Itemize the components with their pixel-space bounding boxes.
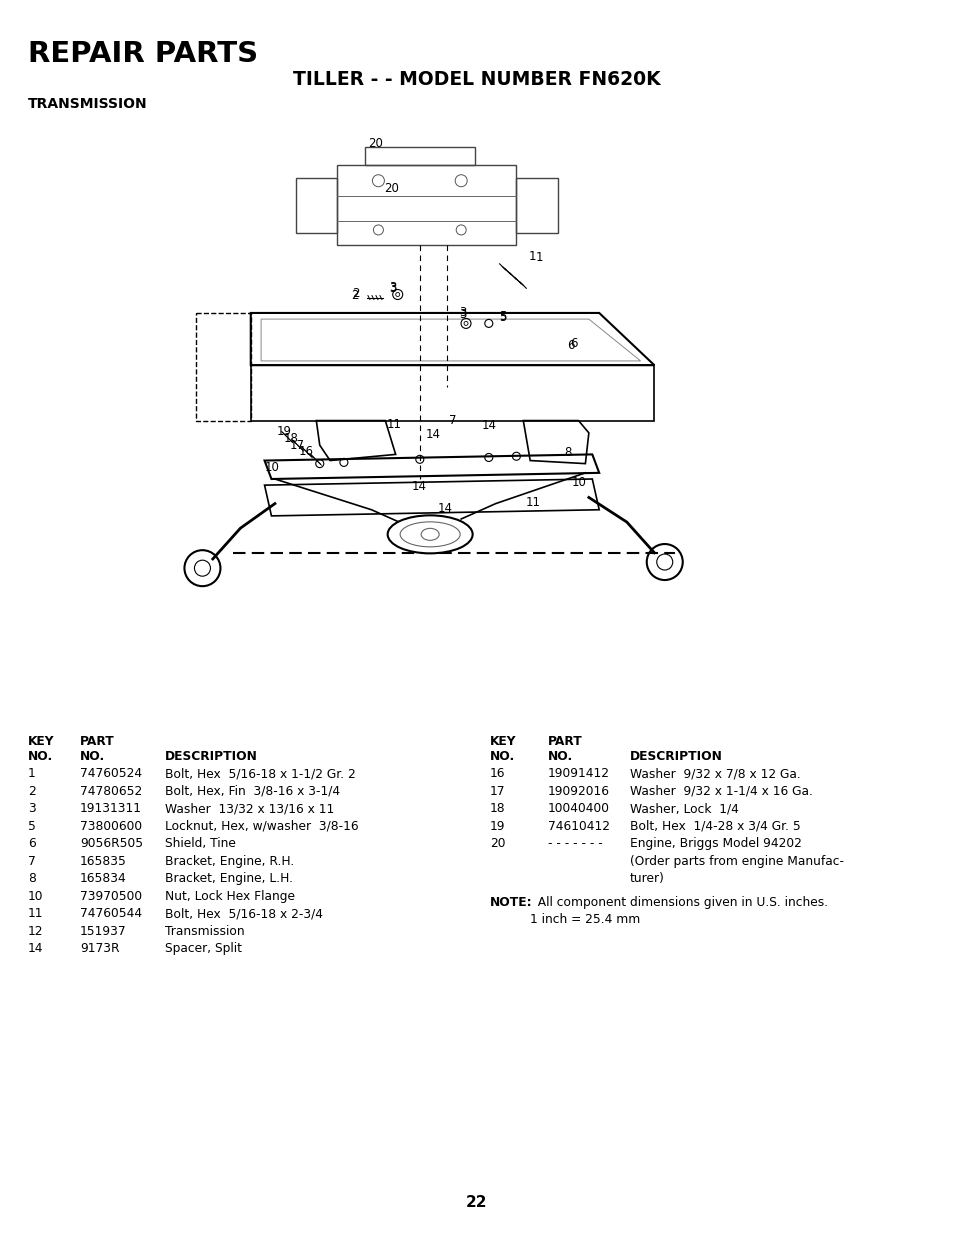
Text: 1: 1 [536,251,542,264]
Text: Bolt, Hex, Fin  3/8-16 x 3-1/4: Bolt, Hex, Fin 3/8-16 x 3-1/4 [165,785,340,798]
Text: 74760524: 74760524 [80,767,142,781]
Text: - - - - - - -: - - - - - - - [547,837,602,851]
Text: 12: 12 [28,925,44,937]
Text: 16: 16 [298,446,313,458]
Text: 5: 5 [28,820,36,832]
Text: 3: 3 [28,803,35,815]
Text: KEY: KEY [490,735,516,748]
Text: 3: 3 [388,282,395,294]
Text: 74760544: 74760544 [80,908,142,920]
Text: Washer  13/32 x 13/16 x 11: Washer 13/32 x 13/16 x 11 [165,803,334,815]
Text: 19: 19 [490,820,505,832]
Ellipse shape [420,529,438,541]
Text: 6: 6 [566,340,574,352]
Ellipse shape [387,515,472,553]
Text: 1: 1 [528,249,536,263]
Text: Shield, Tine: Shield, Tine [165,837,235,851]
Text: 7: 7 [448,414,456,427]
Text: 6: 6 [570,337,578,351]
Text: 11: 11 [386,419,401,431]
Text: Transmission: Transmission [165,925,244,937]
Text: Nut, Lock Hex Flange: Nut, Lock Hex Flange [165,890,294,903]
Text: Bracket, Engine, R.H.: Bracket, Engine, R.H. [165,855,294,868]
Text: Bolt, Hex  1/4-28 x 3/4 Gr. 5: Bolt, Hex 1/4-28 x 3/4 Gr. 5 [629,820,800,832]
Text: 20: 20 [383,183,398,195]
Text: Locknut, Hex, w/washer  3/8-16: Locknut, Hex, w/washer 3/8-16 [165,820,358,832]
Text: Washer  9/32 x 1-1/4 x 16 Ga.: Washer 9/32 x 1-1/4 x 16 Ga. [629,785,812,798]
Text: DESCRIPTION: DESCRIPTION [629,750,722,763]
Text: 19092016: 19092016 [547,785,609,798]
Text: NO.: NO. [28,750,53,763]
Text: 19091412: 19091412 [547,767,609,781]
Text: 1: 1 [28,767,35,781]
Text: 2: 2 [352,287,359,300]
Text: REPAIR PARTS: REPAIR PARTS [28,40,258,68]
Text: 3: 3 [458,306,466,320]
Text: 16: 16 [490,767,505,781]
Text: 8: 8 [564,446,572,459]
Text: 11: 11 [28,908,44,920]
Text: 165835: 165835 [80,855,127,868]
Text: 10: 10 [571,475,586,489]
Text: PART: PART [547,735,582,748]
Text: 14: 14 [481,419,497,432]
Text: NO.: NO. [80,750,105,763]
Text: Engine, Briggs Model 94202: Engine, Briggs Model 94202 [629,837,801,851]
Text: 74780652: 74780652 [80,785,142,798]
Text: 2: 2 [351,289,358,303]
Text: 14: 14 [437,501,453,515]
Text: 6: 6 [28,837,35,851]
Text: 73970500: 73970500 [80,890,142,903]
Text: (Order parts from engine Manufac-: (Order parts from engine Manufac- [629,855,843,868]
Text: 73800600: 73800600 [80,820,142,832]
Text: NOTE:: NOTE: [490,895,532,909]
Text: turer): turer) [629,872,664,885]
Text: 12: 12 [404,530,419,543]
Text: NO.: NO. [490,750,515,763]
Text: 2: 2 [28,785,35,798]
Text: 19131311: 19131311 [80,803,142,815]
Text: 11: 11 [525,496,540,509]
Text: 10: 10 [28,890,44,903]
Text: 19: 19 [276,425,291,437]
Text: 7: 7 [28,855,35,868]
Ellipse shape [399,522,459,547]
Text: 3: 3 [458,308,466,321]
Text: 14: 14 [28,942,44,956]
Text: All component dimensions given in U.S. inches.: All component dimensions given in U.S. i… [530,895,827,909]
Text: 9056R505: 9056R505 [80,837,143,851]
Text: Bolt, Hex  5/16-18 x 2-3/4: Bolt, Hex 5/16-18 x 2-3/4 [165,908,323,920]
Text: PART: PART [80,735,114,748]
Text: 1 inch = 25.4 mm: 1 inch = 25.4 mm [530,914,639,926]
Text: KEY: KEY [28,735,54,748]
Text: 5: 5 [498,310,506,322]
Text: 22: 22 [466,1195,487,1210]
Text: Washer, Lock  1/4: Washer, Lock 1/4 [629,803,739,815]
Text: 20: 20 [490,837,505,851]
Text: TILLER - - MODEL NUMBER FN620K: TILLER - - MODEL NUMBER FN620K [293,70,660,89]
Text: 14: 14 [425,429,440,441]
Text: 165834: 165834 [80,872,127,885]
Text: 8: 8 [28,872,36,885]
Text: TRANSMISSION: TRANSMISSION [28,98,148,111]
Text: 151937: 151937 [80,925,127,937]
Text: DESCRIPTION: DESCRIPTION [165,750,257,763]
Text: Bolt, Hex  5/16-18 x 1-1/2 Gr. 2: Bolt, Hex 5/16-18 x 1-1/2 Gr. 2 [165,767,355,781]
Text: 20: 20 [368,137,382,151]
Text: 10040400: 10040400 [547,803,609,815]
Text: 18: 18 [490,803,505,815]
Text: NO.: NO. [547,750,573,763]
Text: 10: 10 [264,462,279,474]
Text: 3: 3 [388,282,395,295]
Text: Washer  9/32 x 7/8 x 12 Ga.: Washer 9/32 x 7/8 x 12 Ga. [629,767,800,781]
Text: Spacer, Split: Spacer, Split [165,942,242,956]
Text: 9173R: 9173R [80,942,119,956]
Text: 17: 17 [490,785,505,798]
Text: 5: 5 [498,311,506,325]
Text: 74610412: 74610412 [547,820,609,832]
Text: 18: 18 [283,432,297,445]
Text: Bracket, Engine, L.H.: Bracket, Engine, L.H. [165,872,293,885]
Text: 17: 17 [290,438,305,452]
Text: 14: 14 [411,480,426,493]
